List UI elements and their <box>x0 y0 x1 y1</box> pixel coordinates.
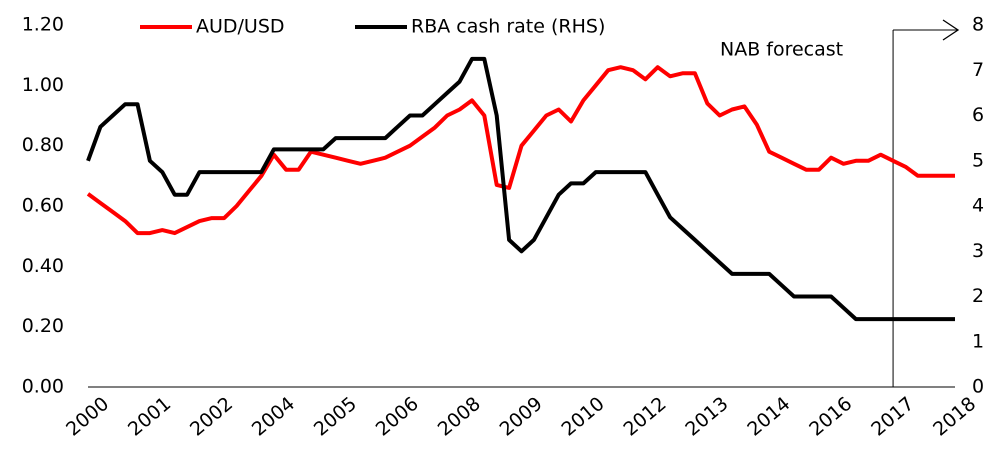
y-tick-label: 0.40 <box>22 255 64 277</box>
y-tick-label: 0.80 <box>22 134 64 156</box>
x-tick-label: 2018 <box>929 393 980 441</box>
y2-tick-label: 4 <box>972 195 984 217</box>
y-tick-label: 0.00 <box>22 376 64 398</box>
y2-tick-label: 5 <box>972 149 984 171</box>
annotation-text: NAB forecast <box>720 39 843 61</box>
x-tick-label: 2017 <box>867 393 918 441</box>
x-tick-label: 2008 <box>434 393 485 441</box>
legend-label: AUD/USD <box>196 16 285 38</box>
y2-tick-label: 8 <box>972 14 984 36</box>
x-tick-label: 2014 <box>743 393 794 441</box>
x-tick-label: 2009 <box>496 393 547 441</box>
y-tick-label: 1.00 <box>22 74 64 96</box>
y2-tick-label: 7 <box>972 59 984 81</box>
x-tick-label: 2002 <box>186 393 237 441</box>
series-line <box>86 65 955 236</box>
x-tick-label: 2005 <box>310 393 361 441</box>
x-tick-label: 2004 <box>248 393 299 441</box>
y2-tick-label: 0 <box>972 376 984 398</box>
x-tick-label: 2000 <box>62 393 113 441</box>
y2-tick-label: 3 <box>972 240 984 262</box>
x-tick-label: 2016 <box>805 393 856 441</box>
x-tick-label: 2012 <box>619 393 670 441</box>
y-tick-label: 1.20 <box>22 14 64 36</box>
y2-tick-label: 2 <box>972 285 984 307</box>
y2-tick-label: 6 <box>972 104 984 126</box>
series-line <box>86 56 955 322</box>
y-tick-label: 0.60 <box>22 195 64 217</box>
x-tick-label: 2006 <box>372 393 423 441</box>
x-tick-label: 2001 <box>124 393 175 441</box>
arrow-head <box>942 19 960 41</box>
x-tick-label: 2010 <box>558 393 609 441</box>
legend-label: RBA cash rate (RHS) <box>411 16 605 38</box>
x-tick-label: 2013 <box>681 393 732 441</box>
y2-tick-label: 1 <box>972 330 984 352</box>
y-tick-label: 0.20 <box>22 315 64 337</box>
